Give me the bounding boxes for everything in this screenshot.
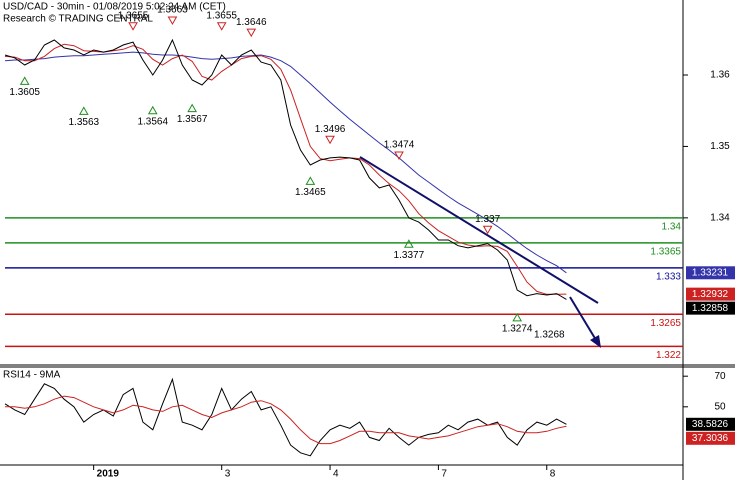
level-label: 1.34	[662, 221, 682, 232]
high-label: 1.3655	[118, 10, 149, 21]
last-value-label: 1.33231	[692, 267, 729, 278]
low-marker	[403, 239, 414, 248]
low-label: 1.3564	[137, 116, 168, 127]
level-label: 1.3265	[650, 318, 681, 329]
level-label: 1.333	[656, 271, 681, 282]
high-label: 1.3474	[384, 140, 415, 151]
low-label: 1.3377	[394, 250, 425, 261]
series-line	[4, 43, 567, 295]
y-tick-label: 1.36	[710, 70, 730, 81]
y-tick-label: 1.35	[710, 141, 730, 152]
level-label: 1.322	[656, 350, 681, 361]
last-value-box	[686, 417, 735, 431]
series-line	[4, 38, 567, 300]
low-marker	[78, 106, 89, 115]
series-line	[4, 377, 567, 457]
high-label: 1.337	[475, 214, 500, 225]
low-marker	[512, 312, 523, 322]
high-label: 1.3663	[157, 5, 188, 16]
trend-line	[359, 156, 599, 304]
high-marker	[482, 225, 493, 235]
last-value-box	[686, 301, 735, 315]
x-tick-label: 2019	[97, 469, 120, 480]
series-line	[5, 395, 567, 445]
high-marker	[246, 28, 257, 38]
last-value-label: 1.32858	[692, 303, 729, 314]
last-value-label: 37.3036	[692, 433, 729, 444]
high-marker	[167, 16, 178, 26]
low-label: 1.3563	[69, 117, 100, 128]
y-tick-label: 70	[714, 371, 726, 382]
low-marker	[147, 105, 158, 115]
y-tick-label: 50	[714, 401, 726, 412]
arrow-head	[590, 335, 601, 348]
chart-subtitle: Research © TRADING CENTRAL	[3, 14, 153, 25]
high-label: 1.3646	[236, 17, 267, 28]
low-label: 1.3567	[177, 114, 208, 125]
x-tick-label: 8	[550, 469, 556, 480]
series-line	[4, 51, 567, 274]
low-marker	[187, 103, 198, 113]
high-label: 1.3655	[206, 10, 237, 21]
low-label: 1.3465	[295, 187, 326, 198]
target-label: 1.3268	[534, 330, 565, 341]
last-value-box	[686, 431, 735, 445]
high-label: 1.3496	[315, 124, 346, 135]
projection-arrow	[569, 296, 597, 341]
last-value-label: 38.5826	[692, 419, 729, 430]
chart-title: USD/CAD - 30min - 01/08/2019 5:02:24 AM …	[3, 2, 226, 13]
high-marker	[325, 135, 335, 145]
low-marker	[19, 76, 30, 85]
last-value-box	[686, 287, 735, 301]
low-label: 1.3605	[9, 87, 40, 98]
level-label: 1.3365	[650, 246, 681, 257]
panel-title: RSI14 - 9MA	[3, 370, 61, 381]
y-tick-label: 1.34	[710, 212, 730, 223]
high-marker	[216, 22, 227, 31]
x-tick-label: 7	[441, 469, 447, 480]
x-tick-label: 4	[333, 469, 339, 480]
x-tick-label: 3	[225, 469, 231, 480]
high-marker	[394, 151, 404, 161]
low-marker	[305, 176, 316, 185]
last-value-box	[686, 266, 735, 280]
last-value-label: 1.32932	[692, 289, 729, 300]
high-marker	[128, 22, 138, 31]
low-label: 1.3274	[502, 323, 533, 334]
